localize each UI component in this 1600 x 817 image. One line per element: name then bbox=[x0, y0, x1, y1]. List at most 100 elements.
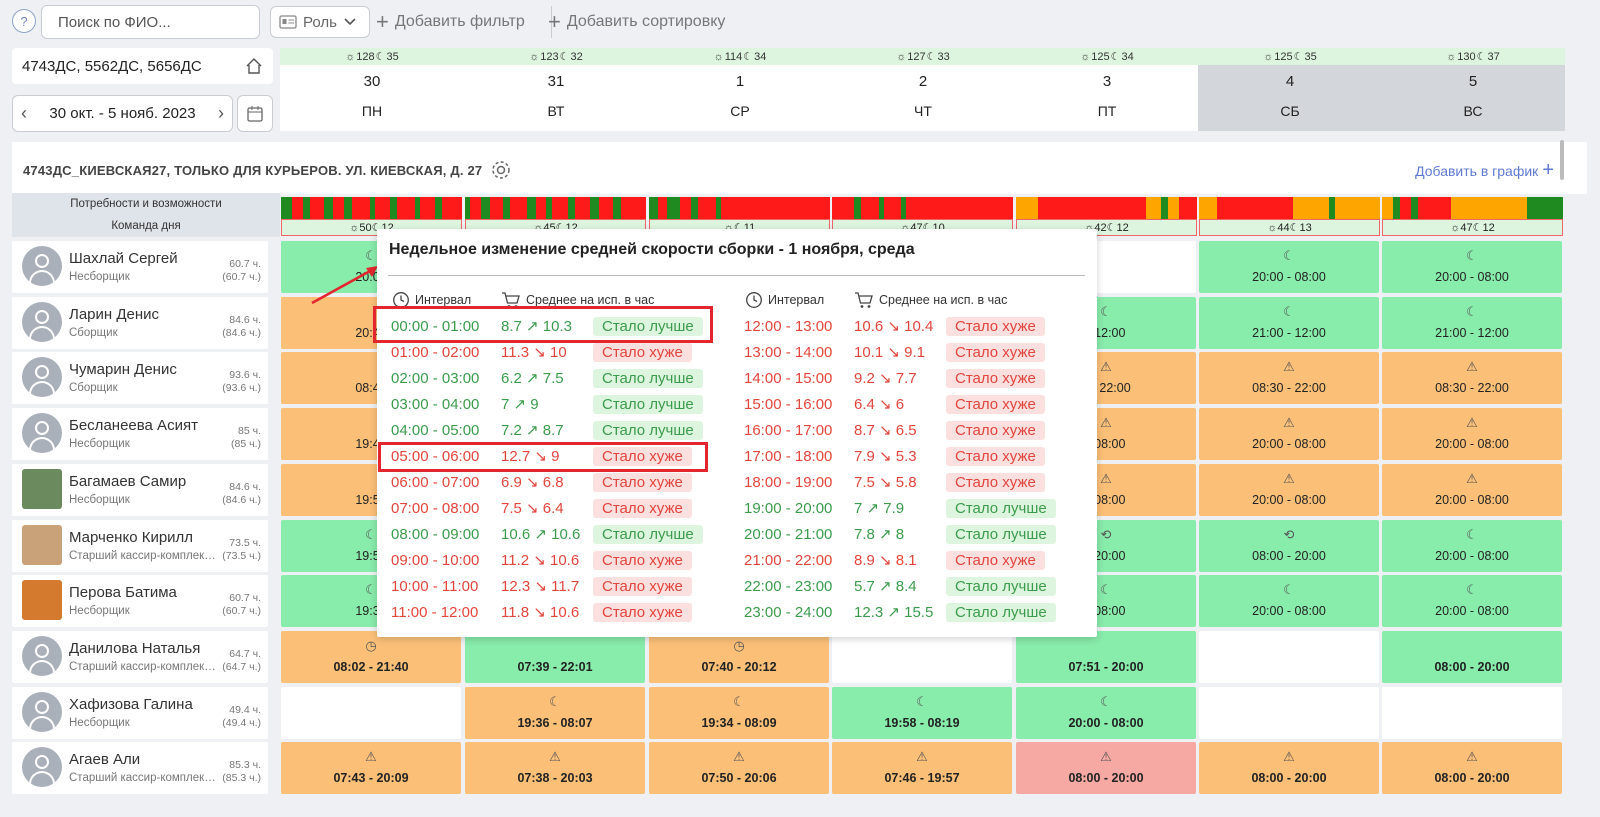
employee-row[interactable]: Данилова Наталья Старший кассир-комплекто… bbox=[12, 630, 268, 683]
day-header-3[interactable]: ☼ 125 ☾ 34 3 ПТ bbox=[1015, 48, 1199, 131]
worsened-badge: Стало хуже bbox=[946, 394, 1045, 414]
shift-cell[interactable]: ⚠ 20:00 - 08:00 bbox=[1199, 408, 1379, 461]
shift-cell[interactable]: ☾ 19:58 - 08:19 bbox=[832, 686, 1012, 739]
employee-name[interactable]: Шахлай Сергей bbox=[69, 250, 178, 267]
warning-icon: ⚠ bbox=[916, 749, 928, 765]
moon-icon: ☾ bbox=[1466, 582, 1478, 598]
day-header-5[interactable]: ☼ 130 ☾ 37 5 ВС bbox=[1381, 48, 1565, 131]
empty-icon-slot bbox=[1382, 637, 1562, 655]
shift-cell[interactable]: ☾ 19:36 - 08:07 bbox=[465, 686, 645, 739]
day-header-31[interactable]: ☼ 123 ☾ 32 31 ВТ bbox=[464, 48, 648, 131]
employee-name[interactable]: Багамаев Самир bbox=[69, 472, 187, 490]
shift-cell[interactable]: ☾ 20:00 - 08:00 bbox=[1016, 686, 1196, 739]
shift-cell[interactable]: ☾ 19:34 - 08:09 bbox=[649, 686, 829, 739]
shift-cell[interactable] bbox=[1199, 630, 1379, 683]
shift-cell[interactable]: ⚠ 07:43 - 20:09 bbox=[281, 742, 461, 795]
employee-name[interactable]: Данилова Наталья bbox=[69, 639, 201, 657]
shift-cell[interactable]: ⚠ 07:50 - 20:06 bbox=[649, 742, 829, 795]
employee-name[interactable]: Хафизова Галина bbox=[69, 695, 193, 713]
shift-cell[interactable]: ☾ 20:00 - 08:00 bbox=[1199, 575, 1379, 628]
add-sort-label: Добавить сортировку bbox=[566, 13, 726, 30]
employee-row[interactable]: Агаев Али Старший кассир-комплектовщик 85.… bbox=[12, 742, 268, 795]
day-header-2[interactable]: ☼ 127 ☾ 33 2 ЧТ bbox=[831, 48, 1015, 131]
shift-cell[interactable]: ⟲ 08:00 - 20:00 bbox=[1199, 519, 1379, 572]
employee-row[interactable]: Бесланеева Асият Несборщик 85 ч. (85 ч.) bbox=[12, 408, 268, 461]
shift-cell[interactable]: ⚠ 07:38 - 20:03 bbox=[465, 742, 645, 795]
employee-row[interactable]: Перова Батима Несборщик 60.7 ч. (60.7 ч.) bbox=[12, 575, 268, 628]
search-input[interactable]: Поиск по ФИО... bbox=[41, 5, 260, 39]
calendar-button[interactable] bbox=[237, 95, 273, 132]
chevron-down-icon bbox=[344, 18, 356, 26]
shift-cell[interactable]: ⚠ 08:00 - 20:00 bbox=[1199, 742, 1379, 795]
employee-name[interactable]: Марченко Кирилл bbox=[69, 528, 194, 546]
employee-name[interactable]: Агаев Али bbox=[69, 751, 141, 769]
home-icon[interactable] bbox=[245, 57, 263, 75]
shift-cell[interactable]: ⚠ 07:46 - 19:57 bbox=[832, 742, 1012, 795]
team-sun-count: 50 bbox=[359, 221, 372, 234]
shift-cell[interactable] bbox=[1382, 686, 1562, 739]
employee-name[interactable]: Бесланеева Асият bbox=[69, 417, 198, 435]
employee-row[interactable]: Чумарин Денис Сборщик 93.6 ч. (93.6 ч.) bbox=[12, 352, 268, 405]
team-day-stat: ☼ 47 ☾ 12 bbox=[1382, 219, 1563, 236]
employee-row[interactable]: Ларин Денис Сборщик 84.6 ч. (84.6 ч.) bbox=[12, 296, 268, 349]
worsened-badge: Стало хуже bbox=[946, 342, 1045, 362]
add-to-schedule-button[interactable]: Добавить в график + bbox=[1415, 159, 1554, 182]
sun-icon: ☼ bbox=[896, 50, 907, 63]
shift-cell[interactable]: ⚠ 08:30 - 22:00 bbox=[1199, 352, 1379, 405]
next-week-chevron-icon[interactable]: › bbox=[218, 103, 224, 123]
help-icon[interactable]: ? bbox=[12, 9, 36, 33]
interval-time: 12:00 - 13:00 bbox=[744, 317, 833, 335]
shift-time: 08:02 - 21:40 bbox=[333, 659, 409, 674]
shift-cell[interactable] bbox=[832, 630, 1012, 683]
shift-cell[interactable]: 08:00 - 20:00 bbox=[1382, 630, 1562, 683]
shift-cell[interactable]: ☾ 21:00 - 12:00 bbox=[1382, 296, 1562, 349]
shift-cell[interactable]: 07:51 - 20:00 bbox=[1016, 630, 1196, 683]
shift-cell[interactable] bbox=[281, 686, 461, 739]
add-sort-button[interactable]: + Добавить сортировку bbox=[548, 6, 725, 38]
employee-row[interactable]: Шахлай Сергей Несборщик 60.7 ч. (60.7 ч.) bbox=[12, 241, 268, 293]
shift-cell[interactable]: ☾ 20:00 - 08:00 bbox=[1382, 241, 1562, 293]
shift-cell[interactable]: ⚠ 20:00 - 08:00 bbox=[1382, 408, 1562, 461]
employee-name[interactable]: Ларин Денис bbox=[69, 305, 160, 323]
date-range-picker[interactable]: ‹ 30 окт. - 5 нояб. 2023 › bbox=[12, 95, 233, 132]
role-filter-dropdown[interactable]: Роль bbox=[270, 6, 370, 38]
avatar bbox=[22, 635, 62, 676]
shift-cell[interactable]: ◷ 08:02 - 21:40 bbox=[281, 630, 461, 683]
shift-cell[interactable]: ⚠ 08:30 - 22:00 bbox=[1382, 352, 1562, 405]
employee-row[interactable]: Багамаев Самир Несборщик 84.6 ч. (84.6 ч.) bbox=[12, 463, 268, 516]
left-interval-list: 00:00 - 01:00 8.7 ↗ 10.3 Стало лучше 01:00 … bbox=[391, 313, 703, 625]
employee-row[interactable]: Марченко Кирилл Старший кассир-комплектов… bbox=[12, 519, 268, 572]
moon-icon: ☾ bbox=[1476, 51, 1487, 63]
day-header-4[interactable]: ☼ 125 ☾ 35 4 СБ bbox=[1198, 48, 1382, 131]
shift-cell[interactable] bbox=[1199, 686, 1379, 739]
employee-name[interactable]: Чумарин Денис bbox=[69, 361, 177, 379]
prev-week-chevron-icon[interactable]: ‹ bbox=[21, 103, 27, 123]
gear-icon[interactable] bbox=[490, 159, 512, 181]
empty-icon-slot bbox=[1199, 693, 1379, 711]
interval-speed: 10.6 ↘ 10.4 bbox=[854, 318, 934, 335]
interval-row: 14:00 - 15:00 9.2 ↘ 7.7 Стало хуже bbox=[744, 365, 1056, 391]
shift-cell[interactable]: 07:39 - 22:01 bbox=[465, 630, 645, 683]
shift-cell[interactable]: ⚠ 20:00 - 08:00 bbox=[1199, 463, 1379, 516]
employee-role: Старший кассир-комплектовщик bbox=[69, 772, 219, 785]
shift-cell[interactable]: ☾ 20:00 - 08:00 bbox=[1382, 519, 1562, 572]
shift-cell[interactable]: ☾ 21:00 - 12:00 bbox=[1199, 296, 1379, 349]
cart-icon bbox=[855, 292, 873, 308]
store-selector[interactable]: 4743ДС, 5562ДС, 5656ДС bbox=[12, 48, 273, 84]
add-filter-button[interactable]: + Добавить фильтр bbox=[376, 6, 525, 38]
shift-cell[interactable]: ⚠ 08:00 - 20:00 bbox=[1382, 742, 1562, 795]
employee-role: Сборщик bbox=[69, 326, 118, 339]
day-header-1[interactable]: ☼ 114 ☾ 34 1 СР bbox=[648, 48, 832, 131]
employee-row[interactable]: Хафизова Галина Несборщик 49.4 ч. (49.4 ч.) bbox=[12, 686, 268, 739]
scrollbar[interactable] bbox=[1560, 140, 1564, 180]
shift-cell[interactable]: ☾ 20:00 - 08:00 bbox=[1199, 241, 1379, 293]
employee-name[interactable]: Перова Батима bbox=[69, 584, 177, 602]
interval-time: 04:00 - 05:00 bbox=[391, 421, 480, 439]
shift-cell[interactable]: ⚠ 20:00 - 08:00 bbox=[1382, 463, 1562, 516]
day-header-30[interactable]: ☼ 128 ☾ 35 30 ПН bbox=[280, 48, 464, 131]
interval-speed: 11.2 ↘ 10.6 bbox=[501, 552, 580, 569]
shift-cell[interactable]: ◷ 07:40 - 20:12 bbox=[649, 630, 829, 683]
shift-cell[interactable]: ☾ 20:00 - 08:00 bbox=[1382, 575, 1562, 628]
shift-cell[interactable]: ⚠ 08:00 - 20:00 bbox=[1016, 742, 1196, 795]
interval-time: 01:00 - 02:00 bbox=[391, 343, 480, 361]
